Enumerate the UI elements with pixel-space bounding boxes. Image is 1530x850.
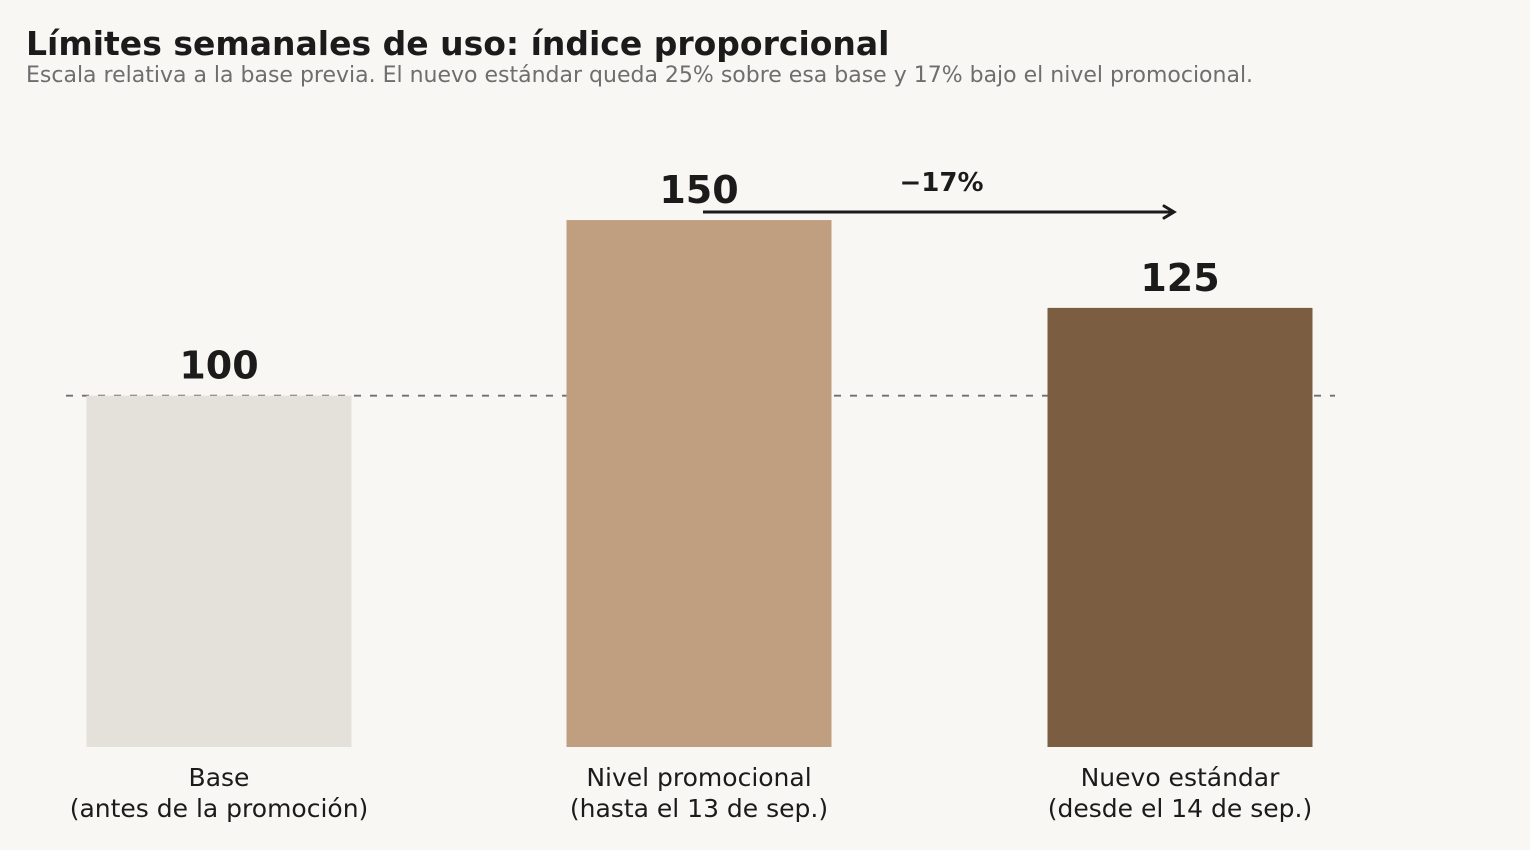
category-label-2: Nuevo estándar (desde el 14 de sep.)	[1048, 763, 1312, 823]
annotation-label: −17%	[899, 168, 983, 198]
annotation-arrow-head	[1162, 204, 1177, 220]
chart-subtitle: Escala relativa a la base previa. El nue…	[26, 63, 1253, 88]
plot-area: 100 150 125 Base (antes de la promoción) Nive…	[66, 168, 1335, 823]
bar-1	[566, 220, 832, 748]
value-label-1: 150	[659, 168, 738, 212]
category-label-1: Nivel promocional (hasta el 13 de sep.)	[570, 763, 828, 823]
value-label-2: 125	[1140, 256, 1219, 300]
chart-title: Límites semanales de uso: índice proporc…	[26, 24, 890, 63]
category-label-0: Base (antes de la promoción)	[70, 763, 369, 823]
value-label-0: 100	[179, 344, 258, 388]
bar-2	[1047, 307, 1313, 747]
bar-0	[86, 395, 352, 747]
